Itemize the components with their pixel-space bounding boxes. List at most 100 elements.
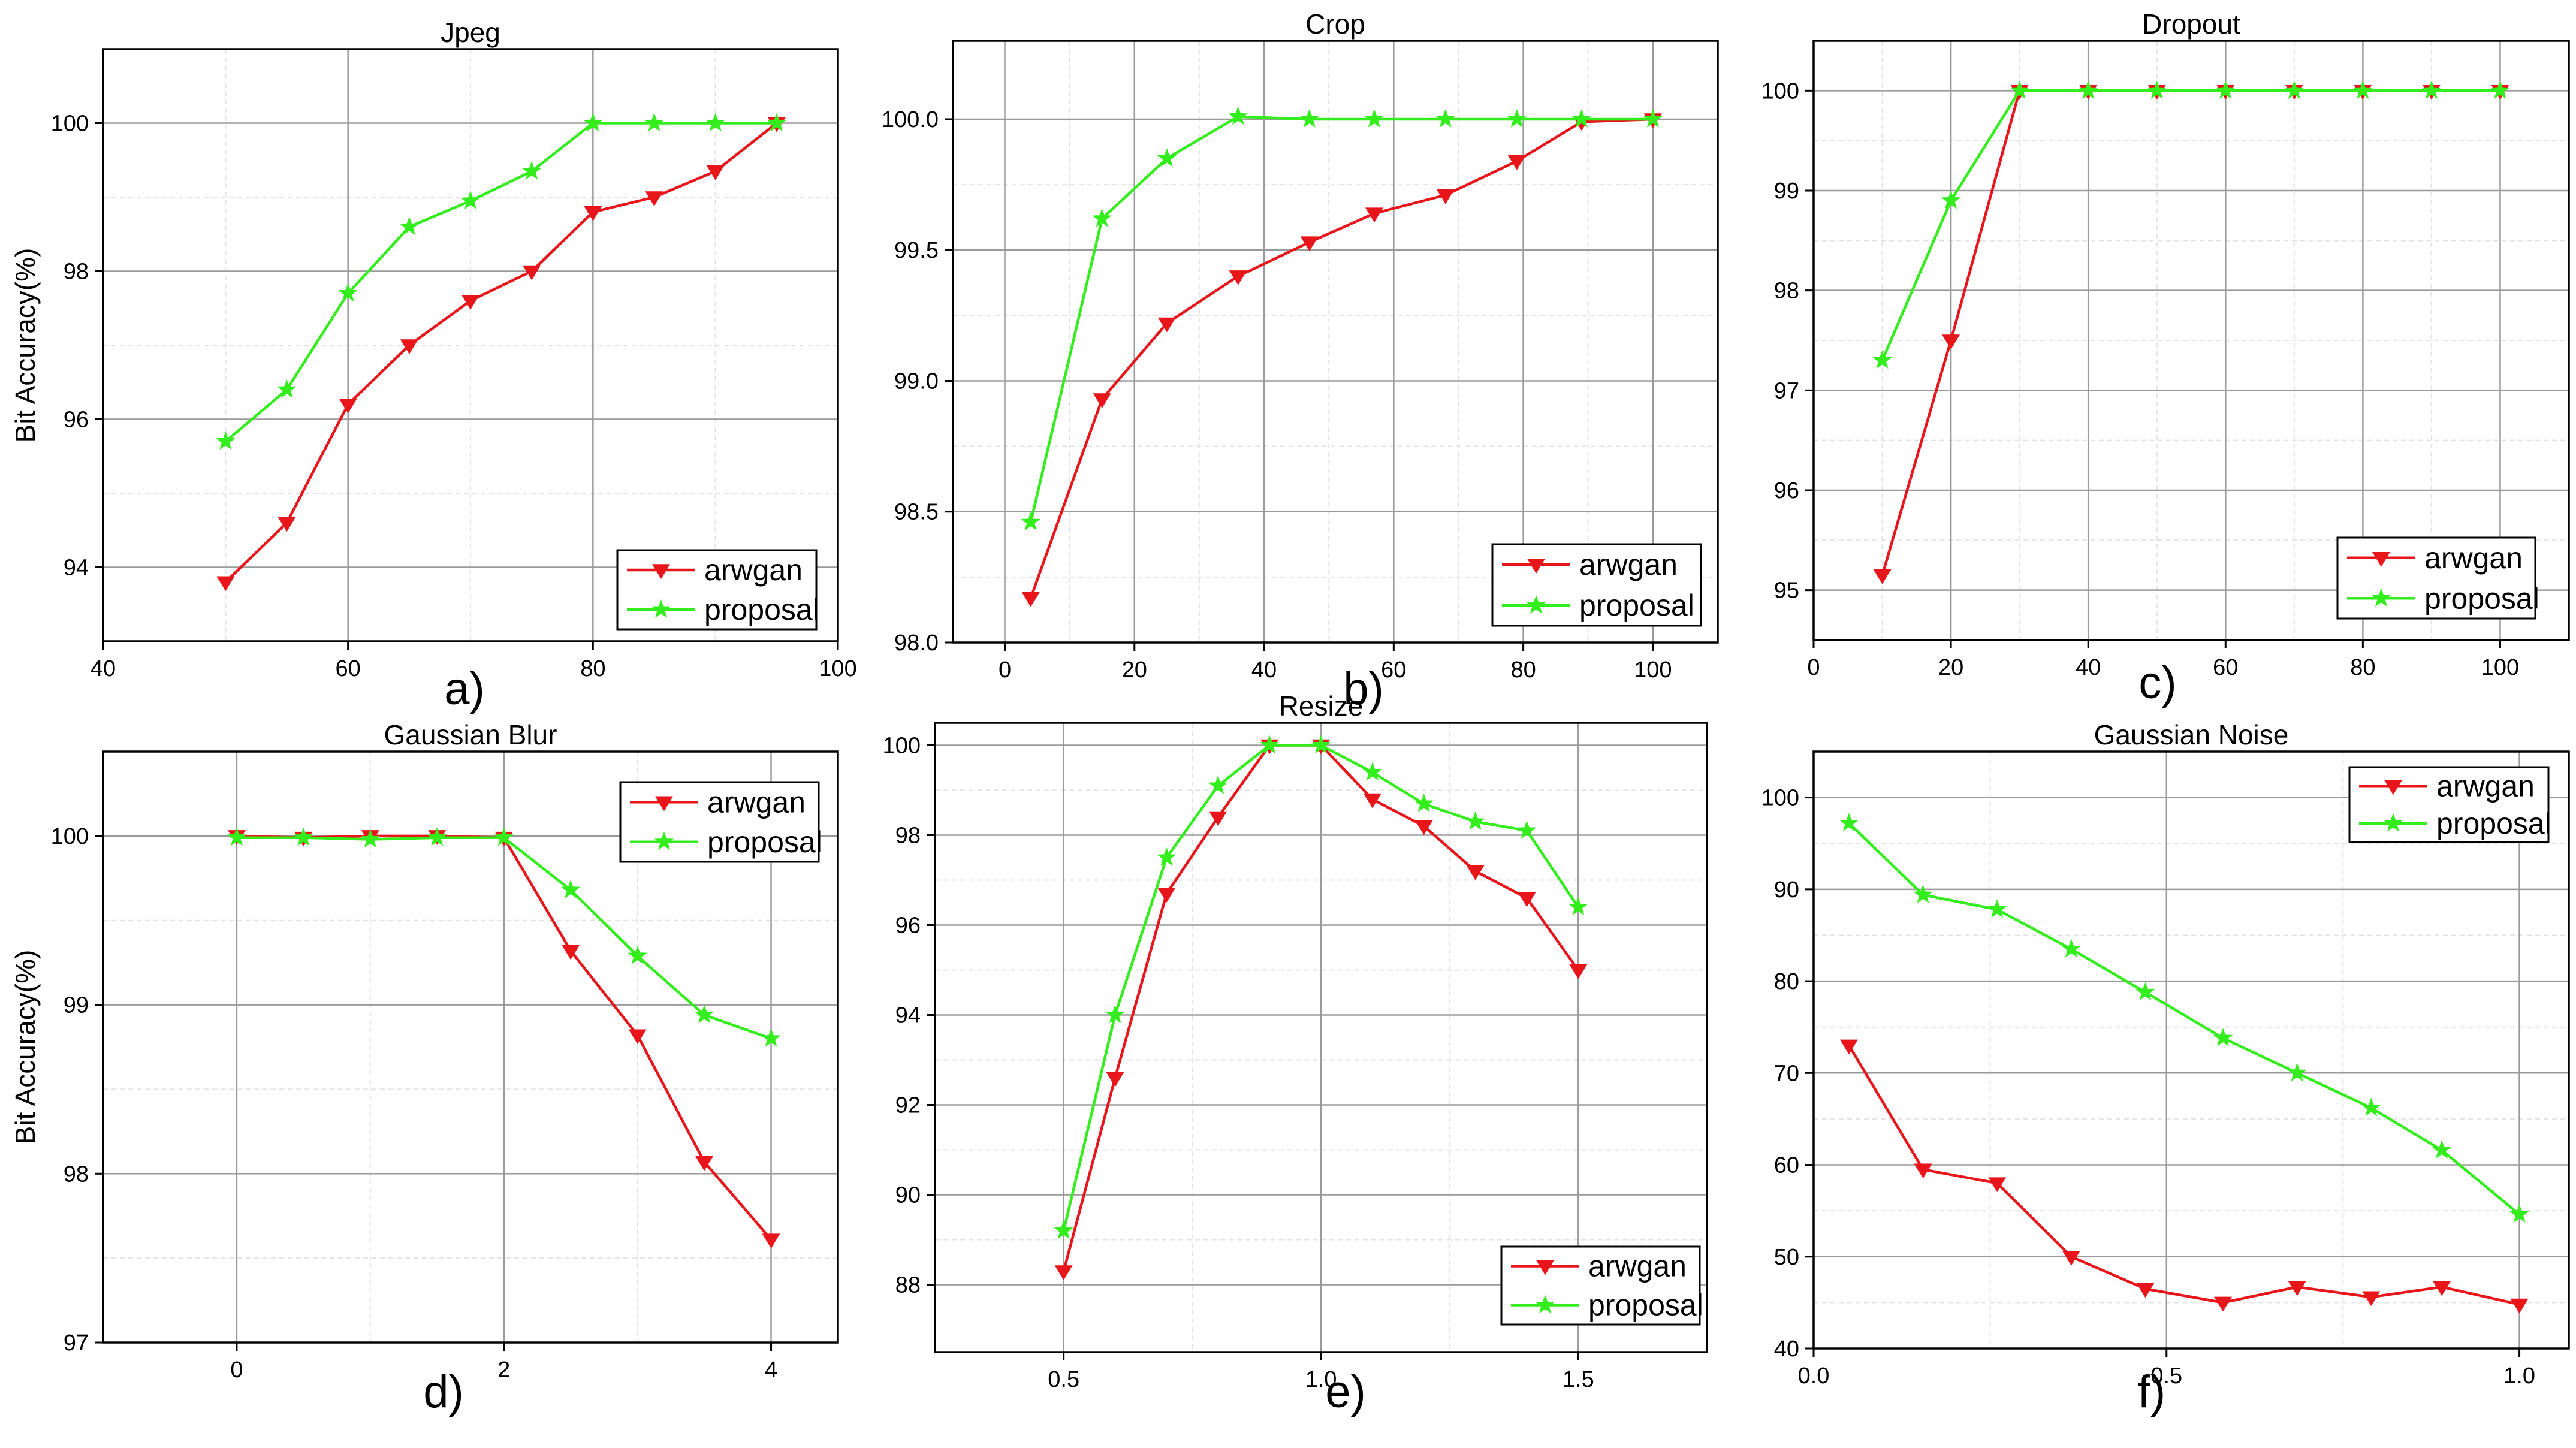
series-line-arwgan (1029, 117, 1653, 599)
data-point-proposal (2287, 1063, 2307, 1082)
panel-label: c) (2138, 657, 2176, 708)
data-point-proposal (644, 113, 664, 132)
x-tick-label: 1.5 (1563, 1367, 1594, 1392)
data-point-arwgan (706, 165, 725, 180)
x-tick-label: 0 (230, 1358, 243, 1383)
data-point-proposal (1157, 847, 1177, 866)
data-point-arwgan (2062, 1251, 2080, 1266)
data-point-arwgan (277, 517, 296, 532)
legend-label-proposal: proposal (2436, 807, 2551, 840)
data-point-proposal (522, 161, 542, 180)
legend-label-arwgan: arwgan (2424, 541, 2523, 575)
data-point-arwgan (1021, 592, 1040, 607)
x-tick-label: 20 (1122, 657, 1147, 683)
data-point-proposal (1362, 762, 1383, 781)
x-tick-label: 1.0 (1305, 1367, 1337, 1392)
data-point-arwgan (1873, 569, 1892, 584)
data-point-proposal (2061, 939, 2081, 958)
legend-label-proposal: proposal (704, 593, 819, 626)
data-point-proposal (2135, 982, 2155, 1001)
data-point-proposal (277, 379, 297, 398)
series-line-proposal (224, 122, 777, 443)
data-point-arwgan (562, 945, 580, 960)
data-point-arwgan (1839, 1039, 1858, 1055)
data-point-proposal (1054, 1220, 1073, 1239)
data-point-arwgan (1363, 793, 1381, 809)
legend-box (2348, 766, 2550, 843)
legend: arwgan proposal (619, 781, 822, 863)
x-tick-label: 40 (1251, 657, 1277, 683)
data-point-proposal (2353, 80, 2373, 99)
panel-label: b) (1343, 663, 1384, 714)
data-point-arwgan (1942, 334, 1960, 349)
y-tick-label: 97 (64, 1331, 89, 1356)
legend-marker-proposal (2371, 588, 2391, 607)
x-tick-label: 40 (2076, 655, 2101, 680)
legend-label-proposal: proposal (707, 825, 822, 859)
plot-area (953, 41, 1718, 642)
data-point-proposal (583, 113, 603, 132)
y-tick-label: 99 (1774, 179, 1799, 204)
axes-frame (952, 40, 1719, 644)
axes-frame (1812, 750, 2570, 1350)
x-tick-label: 60 (336, 656, 361, 681)
chart-title: Crop (1305, 8, 1365, 40)
panel-label: e) (1325, 1366, 1366, 1417)
y-tick-label: 98.0 (894, 631, 939, 656)
data-point-proposal (1913, 885, 1933, 903)
data-point-arwgan (1436, 189, 1455, 204)
data-point-arwgan (584, 206, 602, 221)
legend-label-arwgan: arwgan (1588, 1250, 1687, 1283)
y-tick-label: 98.5 (894, 500, 939, 525)
data-point-proposal (1643, 108, 1663, 128)
data-point-proposal (2147, 80, 2167, 99)
data-point-proposal (494, 827, 514, 846)
y-tick-label: 94 (895, 1003, 921, 1028)
data-point-proposal (1987, 899, 2007, 918)
y-tick-label: 60 (1774, 1153, 1799, 1178)
x-tick-label: 40 (91, 656, 116, 681)
panel-label: f) (2138, 1366, 2165, 1417)
data-point-arwgan (645, 191, 663, 206)
y-tick-label: 94 (64, 556, 89, 581)
y-tick-label: 95 (1774, 578, 1799, 604)
data-point-arwgan (1466, 865, 1485, 880)
y-tick-label: 96 (64, 408, 89, 433)
data-point-proposal (1839, 813, 1859, 832)
data-point-proposal (2421, 80, 2442, 99)
data-point-proposal (628, 945, 647, 964)
data-point-arwgan (1300, 236, 1319, 252)
y-tick-label: 99.5 (894, 238, 939, 263)
data-point-arwgan (216, 576, 235, 592)
data-point-arwgan (1569, 964, 1588, 979)
data-point-proposal (2213, 1028, 2233, 1046)
data-point-proposal (2079, 80, 2098, 99)
chart-title: Gaussian Noise (2094, 719, 2289, 750)
data-point-proposal (2490, 80, 2510, 99)
y-tick-label: 80 (1774, 969, 1799, 994)
legend-marker-arwgan (652, 564, 670, 579)
x-tick-label: 0.5 (1048, 1367, 1079, 1392)
legend-label-arwgan: arwgan (2436, 769, 2535, 803)
chart-panel-5: 0.0 0.5 1.0 40 50 60 70 80 90 100 Gaussian Noise f)… (1761, 719, 2570, 1417)
legend: arwgan proposal (2348, 766, 2551, 843)
data-point-arwgan (339, 399, 357, 414)
data-point-arwgan (1507, 155, 1526, 170)
data-point-proposal (2432, 1140, 2452, 1159)
x-tick-label: 0 (1807, 655, 1820, 680)
data-point-proposal (1517, 820, 1537, 839)
panel-label: a) (444, 663, 485, 714)
y-tick-label: 90 (895, 1183, 921, 1208)
series-line-arwgan (224, 122, 778, 583)
chart-title: Jpeg (441, 17, 500, 48)
x-tick-label: 0.5 (2150, 1363, 2182, 1389)
axes-frame (102, 750, 839, 1344)
y-tick-label: 88 (895, 1273, 921, 1298)
x-tick-label: 100 (819, 656, 856, 681)
data-point-proposal (1571, 108, 1592, 128)
y-tick-label: 100.0 (882, 107, 939, 132)
data-point-proposal (1568, 897, 1588, 916)
y-tick-label: 70 (1774, 1061, 1799, 1086)
legend-marker-arwgan (1536, 1260, 1554, 1275)
x-tick-label: 60 (2213, 655, 2238, 680)
